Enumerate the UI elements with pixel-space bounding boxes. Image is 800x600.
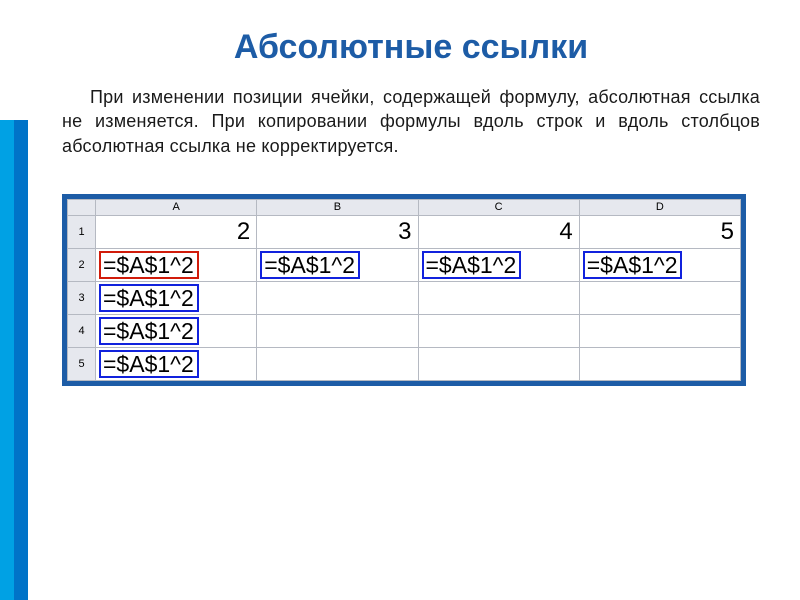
sheet-cell xyxy=(579,282,740,315)
column-headers: A B C D xyxy=(68,199,741,215)
page-title: Абсолютные ссылки xyxy=(62,28,760,67)
spreadsheet-table: A B C D 123452=$A$1^2=$A$1^2=$A$1^2=$A$1… xyxy=(67,199,741,382)
sheet-cell: 5 xyxy=(579,215,740,248)
sheet-cell: 2 xyxy=(96,215,257,248)
sheet-cell: =$A$1^2 xyxy=(96,248,257,281)
sheet-cell: =$A$1^2 xyxy=(96,315,257,348)
sheet-cell: =$A$1^2 xyxy=(418,248,579,281)
left-decor-stripe xyxy=(0,120,42,600)
sheet-cell: 3 xyxy=(257,215,418,248)
table-row: 12345 xyxy=(68,215,741,248)
stripe-bar xyxy=(14,120,28,600)
sheet-cell xyxy=(418,315,579,348)
formula-box: =$A$1^2 xyxy=(99,284,199,312)
slide-content: Абсолютные ссылки При изменении позиции … xyxy=(0,0,800,386)
table-row: 3=$A$1^2 xyxy=(68,282,741,315)
sheet-cell xyxy=(257,348,418,381)
sheet-body: 123452=$A$1^2=$A$1^2=$A$1^2=$A$1^23=$A$1… xyxy=(68,215,741,381)
stripe-bar xyxy=(0,120,14,600)
formula-box: =$A$1^2 xyxy=(99,251,199,279)
row-number: 5 xyxy=(68,348,96,381)
row-number: 2 xyxy=(68,248,96,281)
col-header: A xyxy=(96,199,257,215)
stripe-bar xyxy=(28,120,42,600)
sheet-cell: =$A$1^2 xyxy=(257,248,418,281)
sheet-cell: =$A$1^2 xyxy=(96,348,257,381)
row-number: 4 xyxy=(68,315,96,348)
formula-box: =$A$1^2 xyxy=(422,251,522,279)
col-header: B xyxy=(257,199,418,215)
sheet-cell: 4 xyxy=(418,215,579,248)
description-paragraph: При изменении позиции ячейки, содержащей… xyxy=(62,85,760,158)
formula-box: =$A$1^2 xyxy=(583,251,683,279)
sheet-cell xyxy=(257,282,418,315)
table-row: 5=$A$1^2 xyxy=(68,348,741,381)
sheet-cell xyxy=(579,315,740,348)
sheet-cell xyxy=(418,348,579,381)
sheet-cell: =$A$1^2 xyxy=(96,282,257,315)
corner-cell xyxy=(68,199,96,215)
sheet-cell xyxy=(418,282,579,315)
formula-box: =$A$1^2 xyxy=(260,251,360,279)
sheet-cell: =$A$1^2 xyxy=(579,248,740,281)
row-number: 1 xyxy=(68,215,96,248)
spreadsheet-frame: A B C D 123452=$A$1^2=$A$1^2=$A$1^2=$A$1… xyxy=(62,194,746,387)
table-row: 4=$A$1^2 xyxy=(68,315,741,348)
col-header: D xyxy=(579,199,740,215)
sheet-cell xyxy=(579,348,740,381)
table-row: 2=$A$1^2=$A$1^2=$A$1^2=$A$1^2 xyxy=(68,248,741,281)
row-number: 3 xyxy=(68,282,96,315)
formula-box: =$A$1^2 xyxy=(99,350,199,378)
formula-box: =$A$1^2 xyxy=(99,317,199,345)
sheet-cell xyxy=(257,315,418,348)
col-header: C xyxy=(418,199,579,215)
